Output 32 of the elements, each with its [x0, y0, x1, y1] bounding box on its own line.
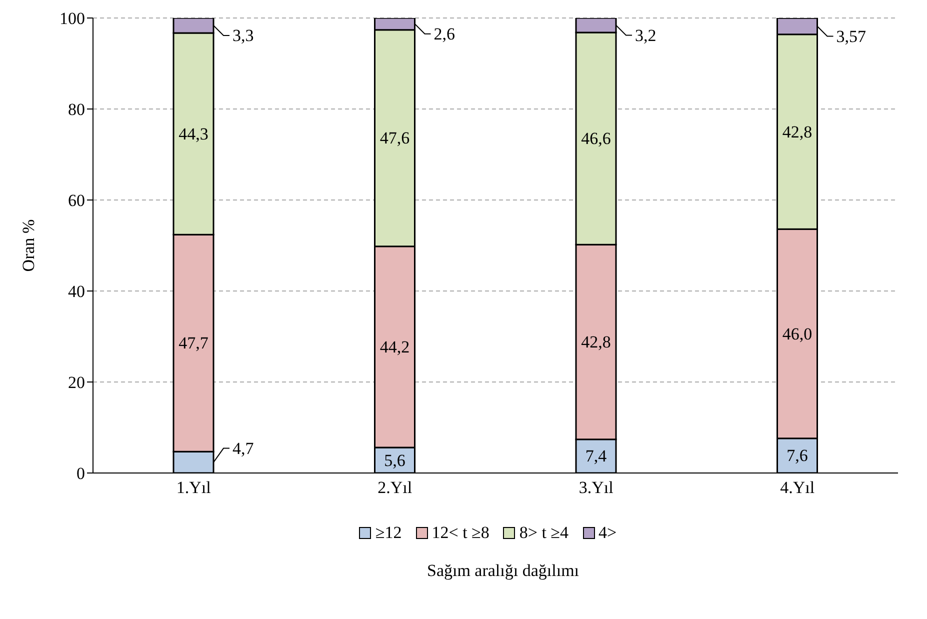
x-tick-label: 3.Yıl: [578, 478, 614, 498]
legend-label: 12< t ≥8: [432, 523, 490, 543]
data-label: 47,7: [178, 334, 209, 353]
data-label: 3,3: [232, 26, 254, 46]
data-label: 3,57: [836, 26, 866, 46]
x-axis-title: Sağım aralığı dağılımı: [426, 561, 580, 581]
data-label: 2,6: [434, 24, 455, 44]
data-label: 7,4: [585, 446, 608, 466]
y-tick-label: 60: [68, 191, 85, 210]
data-label: 47,6: [380, 128, 410, 148]
legend-label: ≥12: [375, 523, 402, 543]
y-tick-label: 20: [68, 373, 85, 392]
data-label: 44,3: [178, 124, 208, 144]
y-tick-label: 40: [68, 282, 85, 302]
y-tick-label: 80: [68, 100, 85, 120]
y-axis-title: Oran %: [19, 219, 38, 272]
legend-label: 4>: [598, 523, 617, 543]
x-tick-label: 4.Yıl: [780, 478, 815, 498]
data-label: 42,8: [782, 122, 812, 142]
y-tick-label: 0: [76, 464, 85, 484]
data-label: 7,6: [786, 446, 808, 466]
data-label: 4,7: [232, 438, 254, 458]
x-tick-label: 1.Yıl: [176, 478, 212, 498]
data-label: 42,8: [581, 332, 611, 352]
data-label: 46,6: [581, 129, 611, 148]
x-tick-label: 2.Yıl: [378, 478, 412, 498]
data-label: 5,6: [384, 450, 406, 470]
y-tick-label: 100: [60, 9, 85, 28]
data-label: 44,2: [380, 337, 410, 356]
legend-label: 8> t ≥4: [519, 523, 569, 543]
data-label: 46,0: [782, 324, 812, 344]
data-label: 3,2: [635, 26, 656, 45]
